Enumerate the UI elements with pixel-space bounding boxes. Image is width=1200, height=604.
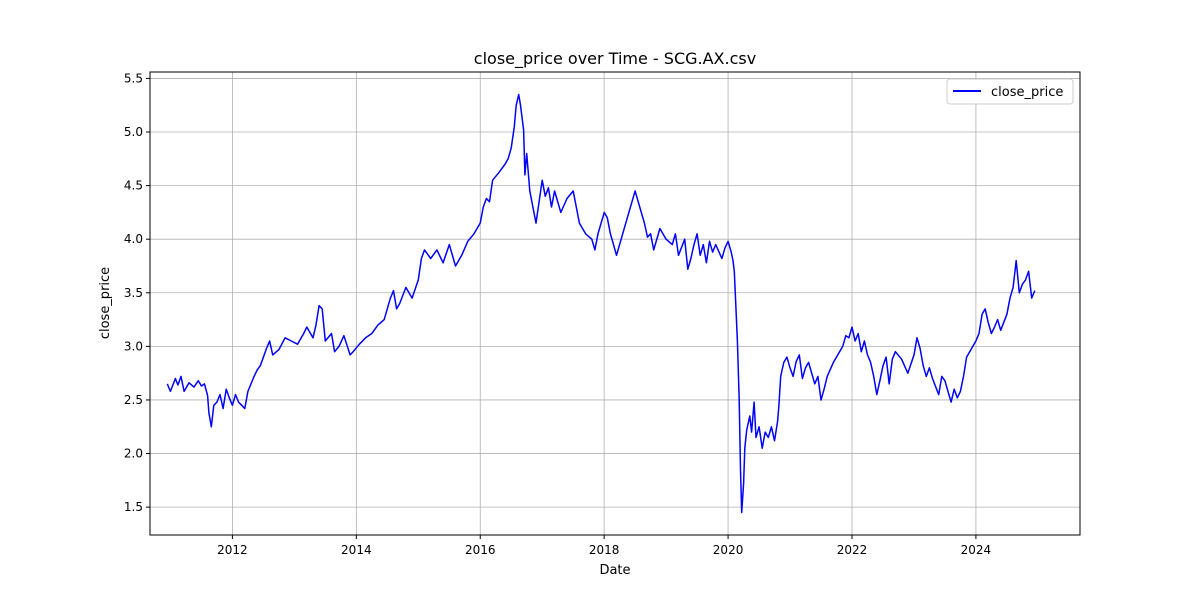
axis-ticks: 2012 2014 2016 2018 2020 2022 2024 1.5 2.0 2.5 3.0… [124, 71, 991, 557]
x-tick-label: 2024 [961, 543, 992, 557]
y-axis-label: close_price [98, 267, 113, 339]
y-tick-label: 4.0 [124, 232, 143, 246]
x-tick-label: 2018 [589, 543, 620, 557]
y-tick-label: 5.0 [124, 125, 143, 139]
y-tick-label: 2.0 [124, 447, 143, 461]
y-tick-label: 3.0 [124, 339, 143, 353]
y-tick-label: 4.5 [124, 179, 143, 193]
chart-title: close_price over Time - SCG.AX.csv [474, 49, 756, 69]
grid [150, 72, 1080, 535]
y-tick-label: 2.5 [124, 393, 143, 407]
x-tick-label: 2022 [837, 543, 868, 557]
x-tick-label: 2020 [713, 543, 744, 557]
x-tick-label: 2012 [217, 543, 248, 557]
x-tick-label: 2016 [465, 543, 496, 557]
series-layer [166, 93, 1036, 514]
y-tick-label: 5.5 [124, 71, 143, 85]
series-line-close_price [166, 93, 1036, 514]
x-axis-label: Date [599, 563, 630, 578]
x-tick-label: 2014 [341, 543, 372, 557]
plot-area-background [150, 72, 1080, 535]
legend: close_price [946, 78, 1074, 105]
legend-label: close_price [991, 85, 1063, 100]
legend-box [946, 78, 1074, 105]
y-tick-label: 1.5 [124, 500, 143, 514]
plot-frame [149, 71, 1081, 536]
y-tick-label: 3.5 [124, 286, 143, 300]
